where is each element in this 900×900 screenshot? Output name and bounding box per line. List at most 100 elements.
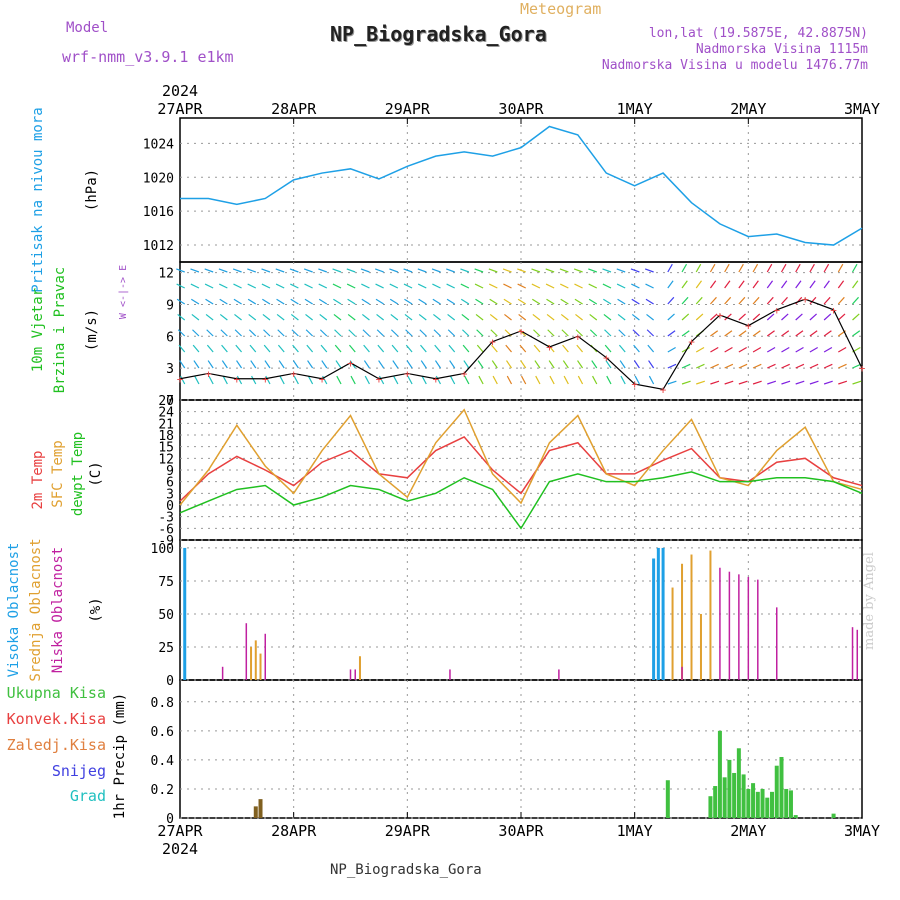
wind-arrow — [234, 313, 242, 321]
wind-arrow — [634, 375, 640, 385]
wind-arrow — [461, 313, 470, 321]
wind-arrow — [293, 375, 299, 385]
wind-arrow — [247, 283, 257, 289]
wind-arrow — [562, 344, 569, 353]
wind-arrow — [192, 344, 200, 353]
wind-arrow — [204, 283, 214, 289]
wind-arrow — [710, 346, 719, 353]
wind-arrow — [823, 330, 832, 337]
wind-arrow — [618, 329, 626, 337]
y-tick-label: 1012 — [143, 239, 174, 254]
wind-arrow — [681, 313, 690, 321]
y-tick-label: 1024 — [143, 137, 174, 152]
x-tick-label: 1MAY — [617, 822, 653, 840]
wind-arrow — [520, 375, 527, 385]
wind-arrow — [517, 298, 527, 305]
precip-bar — [774, 765, 779, 818]
wind-arrow — [192, 329, 200, 337]
wind-arrow — [606, 375, 612, 385]
wind-arrow — [695, 263, 702, 273]
wind-arrow — [549, 375, 555, 385]
wind-arrow — [304, 298, 313, 305]
y-tick-label: 0 — [166, 394, 174, 409]
wind-arrow — [852, 363, 861, 369]
wind-arrow — [391, 344, 399, 353]
wind-arrow — [667, 280, 674, 289]
precip-bar — [717, 730, 722, 818]
wind-arrow — [809, 380, 819, 385]
wind-arrow — [781, 280, 788, 289]
x-tick-label: 28APR — [271, 100, 317, 118]
y-tick-label: 3 — [166, 362, 174, 377]
gust-marker: + — [432, 373, 439, 386]
wind-arrow — [838, 363, 847, 369]
wind-arrow — [418, 298, 427, 305]
cloud-bar — [656, 547, 660, 680]
wind-arrow — [378, 360, 385, 369]
wind-arrow — [263, 344, 271, 353]
wind-arrow — [250, 360, 257, 369]
model-name: wrf-nmm_v3.9.1 e1km — [62, 48, 234, 66]
gust-marker: + — [717, 309, 724, 322]
cloud-bar — [856, 629, 859, 680]
wind-arrow — [633, 344, 640, 353]
wind-arrow — [205, 298, 214, 305]
y-tick-label: 3 — [166, 487, 174, 502]
wind-arrow — [236, 360, 243, 369]
wind-arrow — [261, 283, 271, 289]
wind-arrow — [176, 283, 185, 289]
cloud-bar — [776, 607, 778, 680]
y-tick-label: 75 — [158, 575, 174, 590]
wind-arrow — [474, 283, 484, 289]
wind-arrow — [767, 363, 776, 369]
wind-arrow — [503, 298, 512, 305]
y-tick-label: 0.2 — [151, 783, 174, 798]
wind-arrow — [292, 344, 299, 353]
wind-arrow — [334, 344, 342, 353]
wind-arrow — [695, 296, 703, 305]
wind-arrow — [193, 360, 200, 369]
wind-arrow — [631, 313, 640, 321]
wind-arrow — [532, 313, 541, 321]
wind-arrow — [809, 263, 815, 273]
temp-series-line — [179, 408, 863, 506]
wind-arrow — [724, 313, 732, 321]
wind-arrow — [434, 360, 441, 369]
wind-arrow — [279, 375, 285, 385]
wind-arrow — [575, 329, 583, 337]
wind-arrow — [837, 313, 846, 321]
wind-arrow — [852, 263, 858, 273]
wind-arrow — [447, 329, 456, 337]
wind-arrow — [320, 344, 328, 353]
wind-arrow — [531, 298, 541, 305]
wind-arrow — [667, 313, 675, 321]
wind-arrow — [303, 268, 313, 273]
gust-marker: + — [660, 383, 667, 396]
wind-arrow — [644, 268, 654, 273]
wind-arrow — [432, 298, 441, 305]
wind-arrow — [617, 298, 626, 305]
wind-arrow — [475, 313, 484, 321]
wind-arrow — [290, 313, 299, 321]
wind-arrow — [506, 375, 513, 385]
cloud-bar — [719, 567, 721, 680]
wind-arrow — [248, 329, 257, 337]
x-tick-label: 3MAY — [844, 822, 880, 840]
wind-arrow — [190, 298, 200, 305]
cloud-bar — [221, 666, 224, 680]
precip-bar — [793, 815, 798, 818]
precip-bar — [665, 780, 670, 818]
y-tick-label: 18 — [158, 429, 174, 444]
wind-arrow — [236, 375, 243, 385]
wind-arrow — [489, 298, 498, 305]
wind-arrow — [709, 296, 717, 305]
wind-arrow — [618, 344, 626, 353]
wind-arrow — [305, 329, 314, 337]
wind-arrow — [432, 283, 441, 289]
wind-arrow — [205, 313, 214, 321]
wind-arrow — [738, 313, 746, 321]
gust-marker: + — [688, 336, 695, 349]
cloud-bar — [738, 574, 740, 680]
wind-arrow — [681, 363, 691, 369]
x-tick-label: 2MAY — [730, 822, 766, 840]
